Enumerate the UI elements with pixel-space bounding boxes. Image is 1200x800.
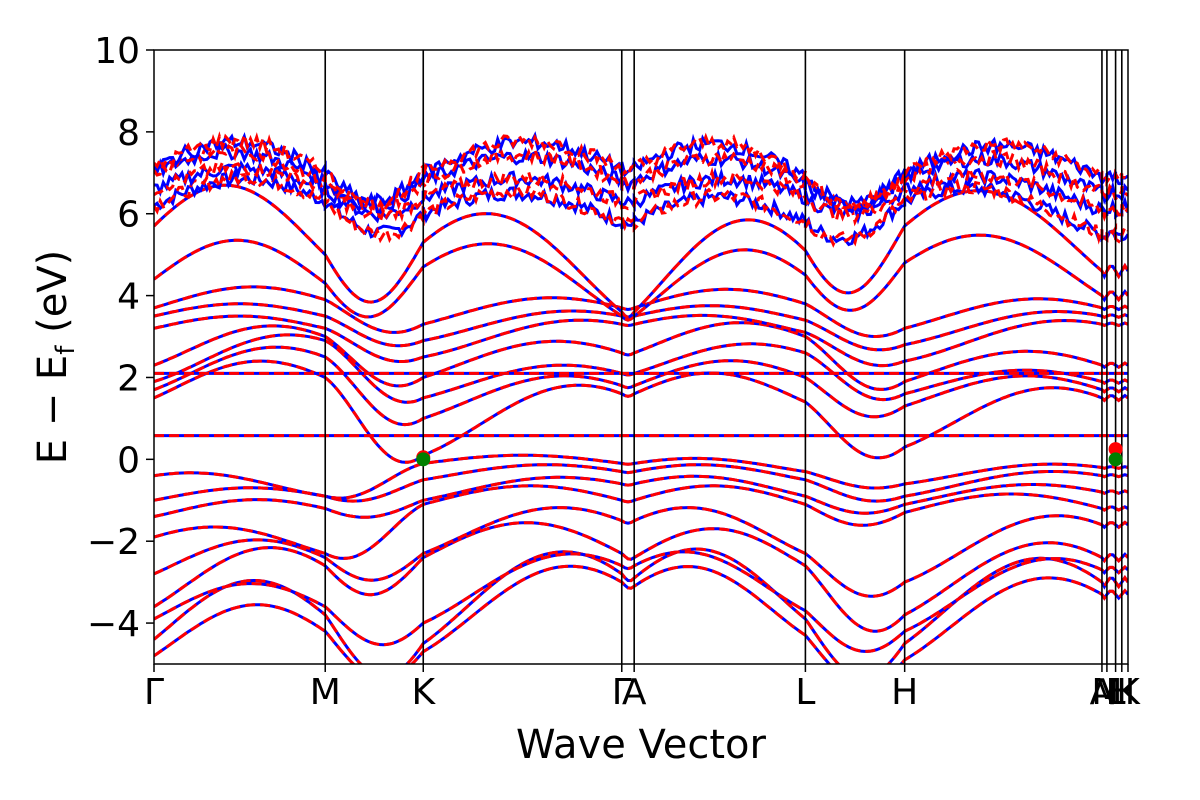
band-line-red xyxy=(154,333,1128,404)
y-axis-title-main: E − E xyxy=(30,355,76,465)
band-line-blue xyxy=(154,131,1128,210)
degeneracy-marker xyxy=(416,452,431,467)
y-tick-label: 4 xyxy=(117,277,140,318)
band-line-red xyxy=(154,453,1128,500)
band-line-blue xyxy=(154,359,1128,464)
y-tick-label: −4 xyxy=(87,604,140,645)
band-line-red xyxy=(154,321,1128,391)
y-tick-label: 8 xyxy=(117,113,140,154)
degeneracy-markers xyxy=(416,442,1123,467)
y-tick-label: 6 xyxy=(117,195,140,236)
band-line-red xyxy=(154,302,1128,352)
x-tick-label: A xyxy=(622,672,647,713)
degeneracy-marker xyxy=(1108,442,1123,457)
band-line-red xyxy=(154,313,1128,368)
band-line-red xyxy=(154,359,1128,464)
x-tick-label: K xyxy=(411,672,436,713)
degeneracy-marker xyxy=(1108,452,1123,467)
band-line-red xyxy=(154,345,1128,427)
y-tick-label: −2 xyxy=(87,522,140,563)
y-tick-label: 2 xyxy=(117,358,140,399)
x-tick-label: M xyxy=(310,672,341,713)
x-tick-label: H xyxy=(1108,672,1135,713)
x-axis-title: Wave Vector xyxy=(516,722,767,768)
band-line-red xyxy=(154,158,1128,227)
band-lines xyxy=(154,129,1128,664)
band-line-red xyxy=(154,564,1128,664)
band-line-red xyxy=(154,285,1128,338)
band-line-red xyxy=(154,463,1128,503)
x-tick-label: K xyxy=(1116,672,1141,713)
plot-frame xyxy=(153,49,1129,665)
x-tick-label: L xyxy=(1106,672,1126,713)
band-line-red xyxy=(154,506,1128,598)
band-line-red xyxy=(154,129,1128,211)
band-line-red xyxy=(154,521,1128,633)
band-line-blue xyxy=(154,345,1128,427)
y-axis-ticks: −4 −2 0 2 4 6 8 10 xyxy=(87,31,154,645)
y-tick-label: 0 xyxy=(117,440,140,481)
x-tick-label: H xyxy=(891,672,918,713)
y-axis-title: E − Ef (eV) xyxy=(30,250,81,465)
x-tick-label: Γ xyxy=(144,672,164,713)
band-line-blue xyxy=(154,547,1128,664)
band-line-red xyxy=(154,183,1128,319)
band-line-red xyxy=(154,484,1128,560)
y-axis-title-subscript: f xyxy=(51,345,81,355)
band-line-blue xyxy=(154,159,1128,225)
band-line-red xyxy=(154,142,1128,217)
y-axis-title-unit: (eV) xyxy=(30,250,76,346)
band-line-red xyxy=(154,233,1128,322)
high-symmetry-lines xyxy=(324,50,1123,664)
band-line-red xyxy=(154,547,1128,664)
x-tick-label: M xyxy=(1091,672,1122,713)
x-tick-label: Γ xyxy=(612,672,632,713)
band-line-red xyxy=(154,474,1128,519)
x-tick-label: L xyxy=(795,672,815,713)
band-line-red xyxy=(154,550,1128,653)
x-tick-label: A xyxy=(1090,672,1115,713)
y-tick-label: 10 xyxy=(94,31,140,72)
